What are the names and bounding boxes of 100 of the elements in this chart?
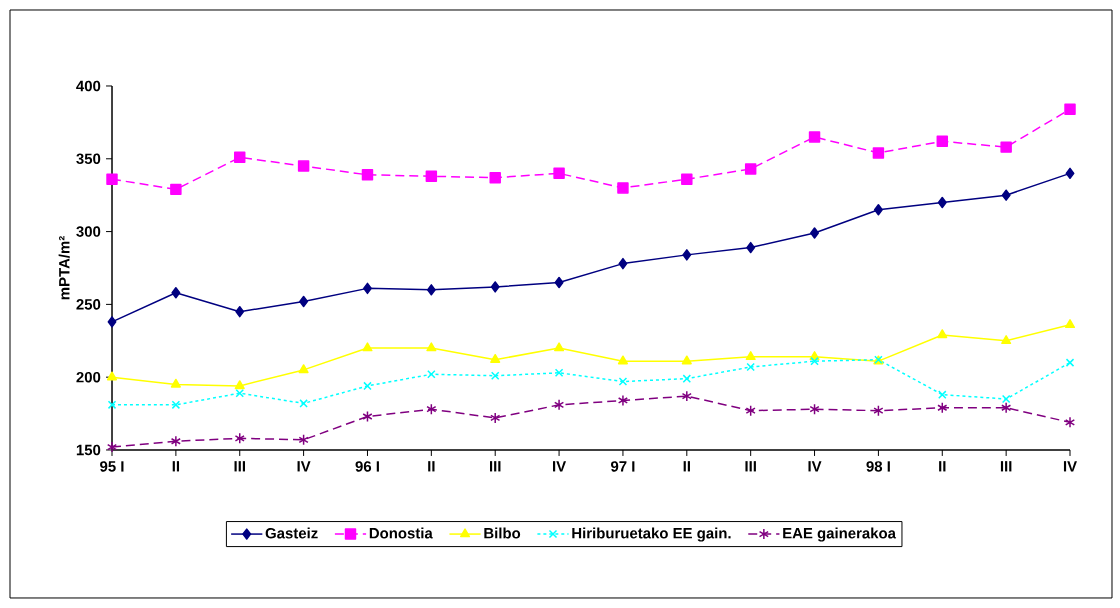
point — [1001, 402, 1012, 414]
x-tick-label: II — [683, 461, 690, 472]
point — [235, 388, 245, 398]
point — [362, 342, 373, 352]
point — [1000, 141, 1012, 153]
point — [1001, 335, 1012, 345]
point — [426, 342, 437, 352]
y-tick-label: 400 — [76, 80, 101, 92]
point — [490, 281, 500, 293]
point — [681, 355, 692, 365]
point — [234, 380, 245, 390]
point — [170, 378, 181, 388]
legend-label: Hiriburuetako EE gain. — [572, 527, 731, 542]
x-tick-label: III — [745, 461, 756, 472]
y-tick-label: 350 — [76, 153, 101, 165]
point — [425, 170, 438, 182]
x-tick-label: III — [234, 461, 245, 472]
point — [234, 151, 246, 164]
point — [106, 441, 118, 453]
point — [938, 390, 947, 399]
point — [298, 364, 309, 374]
point — [872, 147, 885, 159]
point — [745, 404, 756, 417]
point — [234, 432, 245, 445]
x-tick-label: 96 I — [355, 461, 379, 472]
point — [363, 381, 372, 391]
point — [170, 183, 182, 196]
y-tick-label: 300 — [76, 226, 101, 237]
legend-label: EAE gainerakoa — [783, 527, 897, 542]
point — [810, 356, 819, 366]
y-tick-label: 150 — [76, 444, 101, 456]
point — [809, 403, 820, 415]
point — [554, 276, 564, 289]
x-tick-label: IV — [297, 461, 311, 472]
point — [235, 305, 245, 318]
point — [937, 196, 947, 209]
point — [873, 404, 884, 417]
point — [490, 353, 501, 363]
point — [298, 434, 309, 446]
point — [682, 249, 692, 261]
point — [618, 257, 628, 270]
point — [681, 390, 692, 402]
point — [618, 377, 628, 386]
point — [1065, 358, 1075, 367]
x-tick-label: II — [428, 461, 435, 472]
x-tick-label: III — [1000, 461, 1012, 472]
point — [427, 370, 436, 379]
x-tick-label: IV — [1063, 461, 1077, 472]
point — [490, 371, 500, 380]
point — [554, 342, 565, 352]
legend-label: Bilbo — [484, 527, 521, 539]
point — [617, 394, 629, 407]
legend-label: Gasteiz — [265, 527, 318, 539]
point — [490, 412, 501, 424]
point — [299, 295, 309, 308]
point — [1064, 103, 1076, 116]
point — [554, 399, 565, 411]
point — [810, 227, 820, 239]
x-tick-label: II — [939, 461, 946, 472]
point — [426, 403, 437, 415]
point — [1064, 319, 1076, 329]
point — [297, 160, 310, 172]
point — [170, 435, 181, 447]
point — [107, 316, 117, 328]
x-tick-label: 95 I — [100, 461, 124, 472]
point — [936, 135, 949, 148]
point — [937, 329, 948, 339]
point — [745, 351, 756, 361]
point — [746, 241, 756, 254]
point — [617, 182, 629, 194]
point — [1001, 394, 1011, 404]
x-tick-label: IV — [553, 461, 567, 472]
point — [1064, 416, 1076, 429]
point — [553, 167, 565, 180]
point — [106, 371, 118, 381]
point — [426, 284, 436, 296]
point — [808, 131, 821, 143]
point — [682, 374, 692, 383]
point — [107, 400, 117, 410]
x-tick-label: 98 I — [866, 461, 890, 472]
x-tick-label: IV — [808, 461, 822, 472]
point — [171, 287, 181, 299]
point — [617, 355, 629, 365]
x-tick-label: 97 I — [611, 461, 635, 472]
point — [1065, 167, 1075, 180]
point — [681, 173, 693, 185]
point — [554, 368, 564, 378]
point — [1001, 189, 1011, 201]
y-tick-label: 250 — [76, 299, 101, 310]
point — [873, 204, 883, 216]
x-tick-label: II — [172, 461, 180, 472]
point — [937, 402, 948, 414]
legend-label: Donostia — [369, 527, 433, 539]
point — [744, 163, 757, 175]
point — [361, 169, 374, 181]
point — [362, 282, 372, 295]
point — [106, 173, 118, 185]
y-tick-label: 200 — [76, 371, 101, 383]
x-tick-label: III — [489, 461, 501, 472]
y-axis-title: mPTA/m² — [58, 236, 70, 300]
